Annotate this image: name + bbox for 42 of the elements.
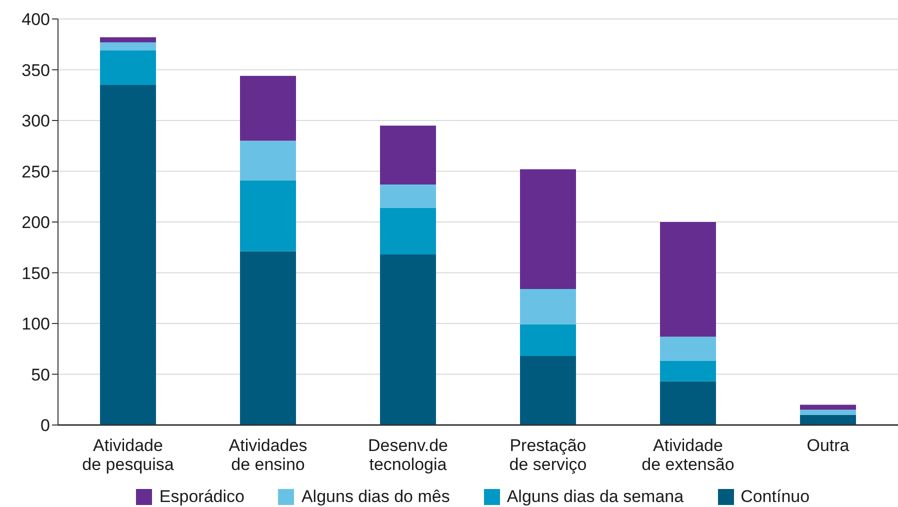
bar bbox=[240, 140, 296, 180]
legend-label: Alguns dias do mês bbox=[300, 487, 450, 507]
x-tick-label: Prestação de serviço bbox=[509, 436, 587, 474]
bar bbox=[240, 76, 296, 141]
x-tick-label: Atividade de pesquisa bbox=[82, 436, 174, 474]
bar bbox=[800, 410, 856, 415]
x-tick-label: Outra bbox=[806, 436, 850, 455]
bar bbox=[660, 381, 716, 425]
bar bbox=[100, 84, 156, 425]
y-tick-label: 200 bbox=[22, 213, 50, 232]
bar bbox=[240, 251, 296, 425]
legend-label: Esporádico bbox=[158, 487, 244, 507]
y-tick-label: 150 bbox=[22, 264, 50, 283]
bar bbox=[240, 180, 296, 252]
bar bbox=[800, 414, 856, 425]
bar bbox=[380, 126, 436, 184]
bar bbox=[380, 208, 436, 254]
x-tick-label: Desenv.de tecnologia bbox=[368, 436, 448, 474]
bar bbox=[800, 404, 856, 410]
y-tick-label: 400 bbox=[22, 10, 50, 30]
bar bbox=[520, 324, 576, 356]
bar bbox=[380, 184, 436, 208]
y-tick-label: 100 bbox=[22, 314, 50, 334]
bar bbox=[660, 361, 716, 382]
x-tick-label: Atividade de extensão bbox=[642, 436, 734, 474]
bar bbox=[520, 288, 576, 325]
x-tick-label: Atividades de ensino bbox=[228, 436, 308, 474]
y-tick-label: 0 bbox=[40, 416, 50, 436]
legend-label: Alguns dias da semana bbox=[506, 487, 684, 507]
y-tick-label: 50 bbox=[31, 365, 50, 384]
bar bbox=[100, 42, 156, 50]
bar bbox=[100, 50, 156, 85]
legend-label: Contínuo bbox=[740, 487, 810, 507]
bar bbox=[520, 356, 576, 425]
y-tick-label: 350 bbox=[22, 60, 50, 80]
y-tick-label: 250 bbox=[22, 162, 50, 182]
bar bbox=[100, 37, 156, 42]
bar bbox=[520, 169, 576, 289]
bar bbox=[660, 336, 716, 362]
bar bbox=[380, 254, 436, 425]
y-tick-label: 300 bbox=[22, 112, 50, 131]
bar bbox=[660, 222, 716, 337]
